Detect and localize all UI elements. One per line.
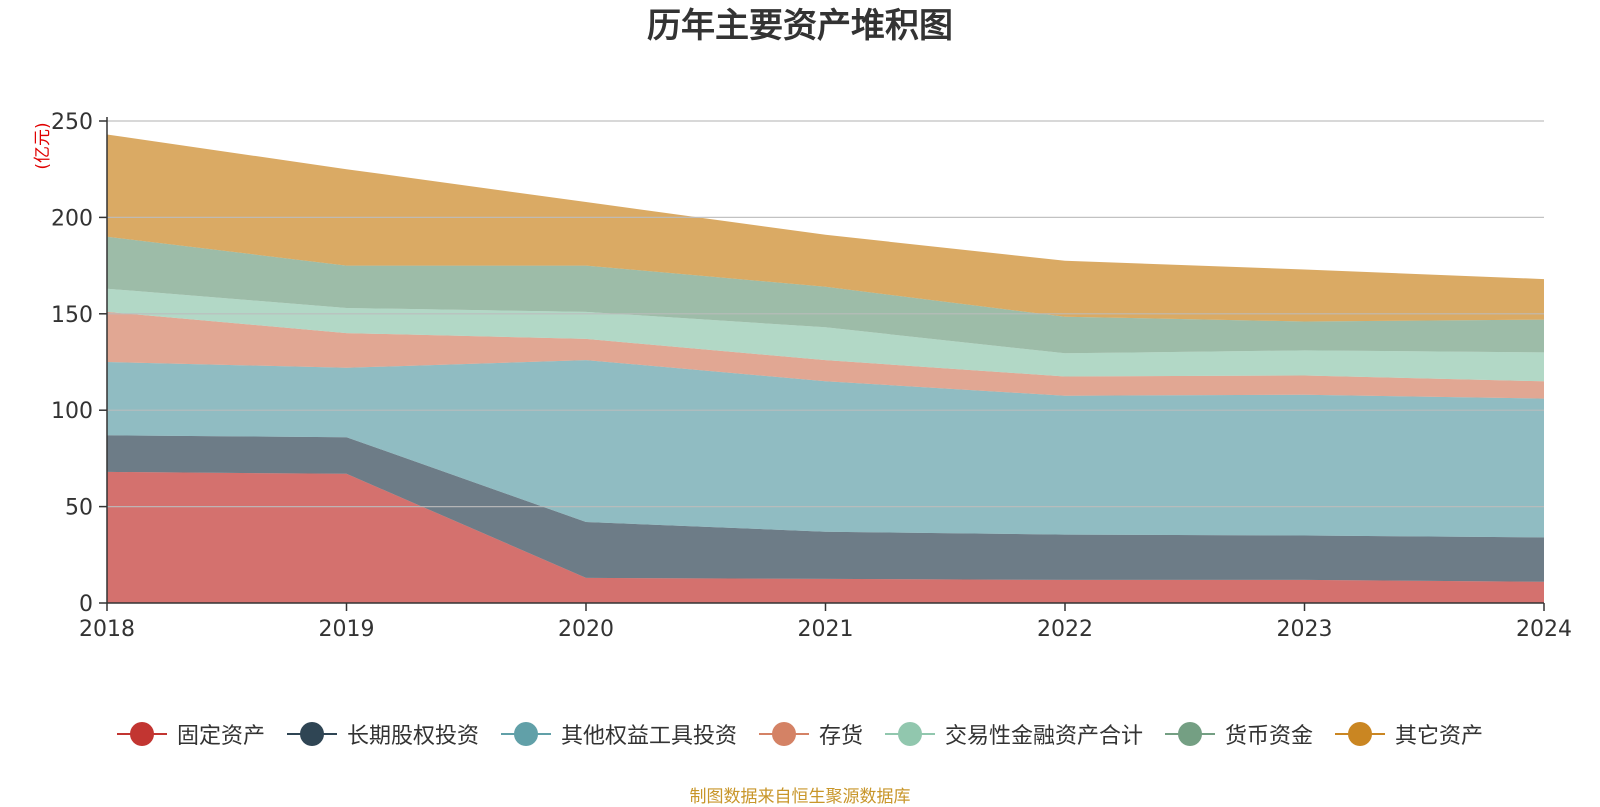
legend-label: 其它资产	[1395, 724, 1484, 749]
y-tick-label: 250	[51, 110, 93, 135]
area-series-2	[107, 360, 1544, 538]
stacked-area-chart: 0 50 100 150 200 250 2018 2019 2020 2021 2022 2023 2…	[33, 110, 1572, 642]
legend-label: 其他权益工具投资	[560, 724, 737, 749]
y-axis-unit-label: (亿元)	[33, 122, 53, 169]
legend-label: 存货	[818, 724, 863, 749]
y-tick-label: 200	[51, 206, 93, 231]
legend-marker-icon	[1165, 722, 1216, 746]
y-tick-label: 100	[51, 399, 93, 424]
chart-title: 历年主要资产堆积图	[647, 6, 953, 46]
legend-item[interactable]: 其它资产	[1335, 718, 1483, 750]
x-tick-label: 2018	[79, 617, 135, 642]
x-tick-label: 2019	[319, 617, 375, 642]
area-series-5	[107, 236, 1544, 354]
legend-item[interactable]: 固定资产	[116, 718, 265, 750]
legend-marker-icon	[758, 722, 809, 746]
y-tick-label: 50	[65, 496, 93, 521]
legend-item[interactable]: 交易性金融资产合计	[885, 718, 1143, 750]
area-series-3	[107, 311, 1544, 399]
x-tick-label: 2020	[558, 617, 614, 642]
legend-label: 固定资产	[176, 724, 265, 749]
chart-legend: 固定资产 长期股权投资 其他权益工具投资 存货 交易性金融资产合计 货币资金 其它资产	[0, 718, 1600, 750]
x-tick-label: 2024	[1516, 617, 1572, 642]
legend-label: 长期股权投资	[346, 724, 479, 749]
area-series-6	[107, 134, 1544, 322]
area-series-1	[107, 435, 1544, 582]
x-tick-label: 2022	[1037, 617, 1093, 642]
legend-item[interactable]: 其他权益工具投资	[500, 718, 737, 750]
legend-marker-icon	[885, 722, 935, 746]
y-tick-label: 150	[51, 303, 93, 328]
source-note: 制图数据来自恒生聚源数据库	[689, 787, 911, 807]
x-tick-label: 2021	[798, 617, 854, 642]
legend-marker-icon	[286, 722, 337, 746]
x-tick-label: 2023	[1277, 617, 1333, 642]
legend-item[interactable]: 长期股权投资	[286, 718, 479, 750]
legend-label: 货币资金	[1225, 724, 1314, 749]
legend-item[interactable]: 存货	[758, 718, 863, 750]
legend-marker-icon	[1335, 722, 1386, 746]
area-series-4	[107, 288, 1544, 382]
legend-item[interactable]: 货币资金	[1165, 718, 1313, 750]
legend-marker-icon	[116, 722, 167, 746]
y-tick-label: 0	[79, 592, 93, 617]
area-series-0	[107, 471, 1544, 603]
legend-label: 交易性金融资产合计	[945, 724, 1144, 749]
legend-marker-icon	[500, 722, 551, 746]
